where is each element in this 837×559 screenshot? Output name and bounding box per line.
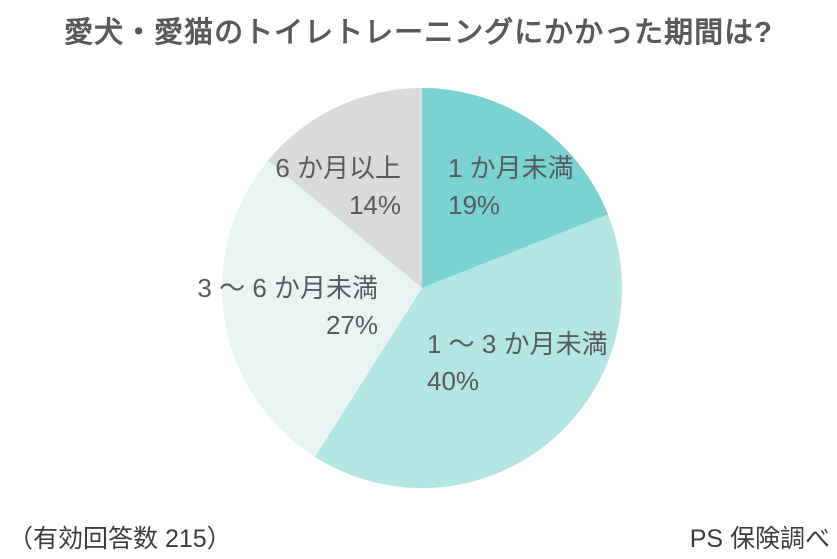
- pie-label-percent: 19%: [448, 190, 501, 220]
- pie-label-percent: 27%: [325, 310, 378, 340]
- pie-label-text: 1 か月未満: [448, 153, 574, 183]
- valid-responses-note: （有効回答数 215）: [8, 525, 232, 553]
- pie-slice-0: [422, 88, 608, 288]
- pie-slice-3: [267, 88, 422, 288]
- page-title: 愛犬・愛猫のトイレトレーニングにかかった期間は?: [64, 17, 773, 49]
- pie-label-6-months-plus: 6 か月以上 14%: [275, 150, 401, 224]
- pie-label-1-to-3-months: 1 ～ 3 か月未満 40%: [427, 326, 608, 400]
- pie-slice-2: [222, 160, 422, 457]
- pie-label-percent: 40%: [427, 366, 480, 396]
- pie-svg: [222, 88, 622, 488]
- source-note: PS 保険調べ: [689, 525, 830, 553]
- pie-label-3-to-6-months: 3 ～ 6 か月未満 27%: [197, 270, 378, 344]
- pie-chart: [222, 88, 622, 488]
- pie-label-percent: 14%: [348, 190, 401, 220]
- pie-label-text: 3 ～ 6 か月未満: [197, 273, 378, 303]
- pie-slice-1: [314, 214, 622, 488]
- pie-label-text: 1 ～ 3 か月未満: [427, 329, 608, 359]
- pie-label-text: 6 か月以上: [275, 153, 401, 183]
- pie-label-under-1-month: 1 か月未満 19%: [448, 150, 574, 224]
